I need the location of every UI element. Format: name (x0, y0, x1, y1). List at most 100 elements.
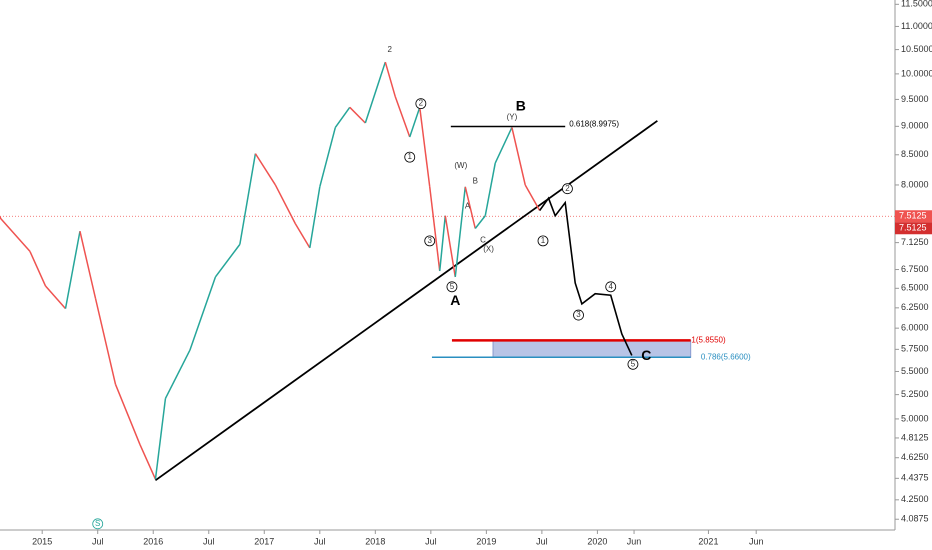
wave-label: 4 (609, 282, 614, 291)
wave-label: 1 (541, 236, 546, 245)
wave-circle (573, 309, 584, 321)
fib-label: 0.786(5.6600) (701, 352, 751, 361)
y-tick-label: 11.5000 (901, 0, 932, 9)
y-tick-label: 4.2500 (901, 494, 929, 504)
y-tick-label: 5.0000 (901, 413, 929, 423)
price-segment (474, 215, 486, 229)
wave-label: (X) (483, 244, 494, 253)
y-tick-label: 10.5000 (901, 44, 932, 54)
price-segment (319, 127, 337, 188)
wave-label: A (450, 292, 460, 308)
price-tag-label: 7.5125 (899, 211, 927, 221)
price-segment (511, 127, 526, 186)
wave-label: C (480, 235, 486, 244)
wave-label: 3 (428, 236, 433, 245)
price-segment (484, 162, 496, 216)
trendline (154, 120, 658, 482)
x-tick-label: Jun (749, 536, 764, 546)
wave-circle (424, 235, 436, 247)
price-segment (438, 215, 447, 272)
price-segment (164, 349, 191, 399)
y-tick-label: 9.0000 (901, 121, 929, 131)
price-segment (64, 231, 81, 309)
y-tick-label: 7.1250 (901, 237, 929, 247)
price-segment (464, 186, 476, 229)
wave-label: B (516, 98, 526, 114)
wave-label: 1 (408, 152, 413, 161)
wave-circle (562, 183, 573, 195)
wave-circle (537, 235, 549, 247)
y-tick-label: 11.0000 (901, 21, 932, 31)
price-segment (294, 223, 311, 249)
x-tick-label: Jun (627, 536, 642, 546)
price-segment (79, 231, 97, 299)
price-segment (364, 61, 387, 124)
price-tag (895, 210, 932, 223)
price-segment (214, 243, 241, 278)
wave-label: 2 (419, 99, 424, 108)
wave-circle (446, 281, 458, 293)
y-tick-label: 6.2500 (901, 302, 929, 312)
y-tick-label: 9.5000 (901, 94, 929, 104)
wave-label: 5 (631, 359, 636, 368)
wave-label: 2 (565, 184, 570, 193)
x-tick-label: 2020 (587, 536, 607, 546)
y-tick-label: 5.5000 (901, 366, 929, 376)
y-tick-label: 6.7500 (901, 264, 929, 274)
x-tick-label: Jul (425, 536, 437, 546)
price-segment (418, 107, 431, 187)
wave-label: 3 (576, 310, 581, 319)
x-tick-label: 2019 (476, 536, 496, 546)
wave-label: 2 (388, 45, 393, 54)
x-tick-label: 2021 (698, 536, 718, 546)
price-segment (189, 276, 217, 351)
fib-label: 1(5.8550) (691, 335, 726, 344)
wave-label: 5 (450, 282, 455, 291)
wave-label: A (465, 202, 471, 211)
price-segment (334, 106, 351, 128)
wave-label: (Y) (507, 113, 518, 122)
wave-circle (627, 358, 639, 370)
wave-circle (415, 98, 427, 110)
price-segment (94, 298, 117, 385)
price-segment (384, 61, 397, 98)
y-tick-label: 4.6250 (901, 452, 929, 462)
wave-circle (404, 151, 416, 163)
x-tick-label: 2015 (32, 536, 52, 546)
price-segment (394, 96, 411, 138)
x-tick-label: Jul (536, 536, 548, 546)
price-segment (29, 251, 47, 287)
price-segment (494, 127, 513, 164)
target-zone (492, 339, 692, 358)
y-tick-label: 8.0000 (901, 179, 929, 189)
price-segment (239, 153, 257, 245)
fib-label: 0.618(8.9975) (569, 120, 619, 129)
price-segment (444, 215, 457, 278)
wave-circle (92, 518, 104, 530)
price-segment (349, 106, 366, 124)
price-segment (139, 444, 157, 480)
x-tick-label: Jul (314, 536, 326, 546)
price-segment (454, 186, 467, 278)
y-tick-label: 4.0875 (901, 514, 929, 524)
price-segment (254, 153, 277, 186)
price-segment (154, 398, 167, 480)
price-tag (895, 222, 932, 235)
x-tick-label: 2016 (143, 536, 163, 546)
y-tick-label: 5.2500 (901, 389, 929, 399)
wave-label: (W) (454, 161, 467, 170)
x-tick-label: 2018 (365, 536, 385, 546)
price-segment (309, 186, 321, 249)
y-tick-label: 4.8125 (901, 432, 929, 442)
price-segment (114, 384, 141, 445)
wave-label: B (473, 176, 478, 185)
x-tick-label: Jul (203, 536, 215, 546)
price-segment (524, 184, 541, 211)
price-segment (428, 186, 441, 272)
price-tag-label: 7.5125 (899, 223, 927, 233)
y-tick-label: 5.7500 (901, 344, 929, 354)
y-tick-label: 6.0000 (901, 323, 929, 333)
price-segment (409, 107, 421, 138)
